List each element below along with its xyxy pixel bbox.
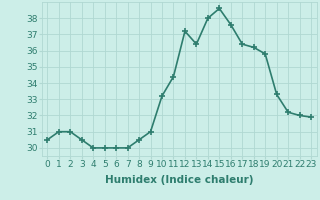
X-axis label: Humidex (Indice chaleur): Humidex (Indice chaleur)	[105, 175, 253, 185]
